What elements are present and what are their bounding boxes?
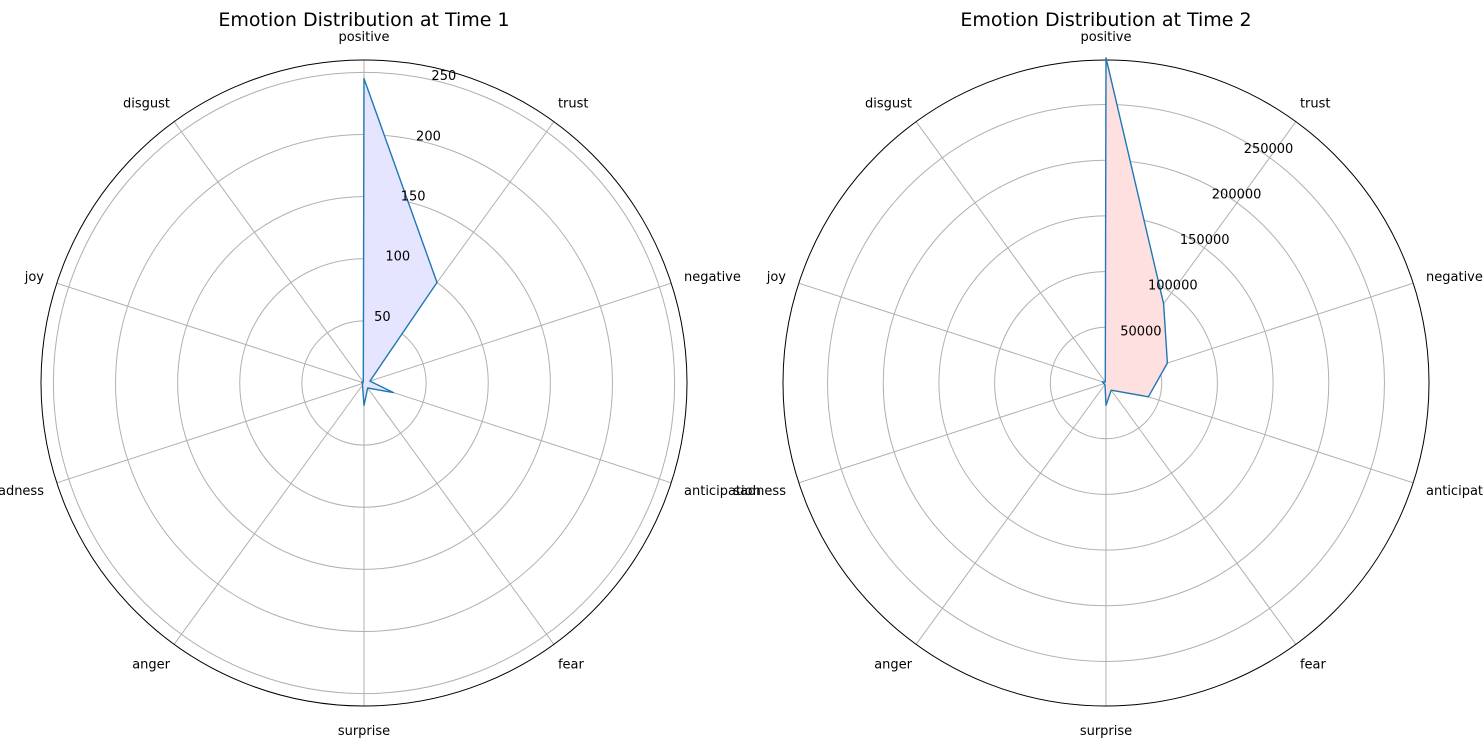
- category-label-sadness: sadness: [0, 484, 44, 499]
- polar-frame: [40, 59, 688, 707]
- grid-spoke: [173, 382, 365, 645]
- radial-tick-label: 200: [416, 129, 441, 144]
- chart-title: Emotion Distribution at Time 1: [218, 9, 509, 31]
- grid-spoke: [1105, 382, 1414, 484]
- series-line: [1101, 57, 1169, 406]
- category-label-surprise: surprise: [1080, 724, 1132, 739]
- radar-panel-time-2: 50000 100000 150000 200000 250000 positive tru…: [733, 9, 1484, 739]
- series-fill: [361, 78, 437, 406]
- grid-spoke: [915, 121, 1107, 384]
- radial-tick-label: 100: [385, 250, 410, 265]
- category-label-trust: trust: [1300, 96, 1331, 111]
- category-label-fear: fear: [558, 658, 585, 673]
- grid-spoke: [363, 382, 672, 484]
- grid-spoke: [1105, 382, 1297, 645]
- radial-tick-label: 50000: [1120, 324, 1161, 339]
- radial-tick-label: 150000: [1180, 233, 1230, 248]
- category-label-anticipation: anticipation: [684, 484, 761, 499]
- grid-spoke: [173, 121, 365, 384]
- grid-spoke: [798, 282, 1107, 384]
- category-label-positive: positive: [339, 30, 390, 45]
- chart-title: Emotion Distribution at Time 2: [960, 9, 1251, 31]
- category-label-joy: joy: [766, 270, 787, 285]
- grid-spoke: [56, 282, 365, 384]
- grid-spoke: [56, 382, 365, 484]
- category-label-sadness: sadness: [733, 484, 786, 499]
- radial-tick-label: 150: [401, 189, 426, 204]
- category-label-surprise: surprise: [338, 724, 390, 739]
- series-fill: [1102, 57, 1168, 406]
- radial-tick-label: 250000: [1244, 142, 1294, 157]
- category-label-negative: negative: [684, 270, 741, 285]
- category-label-negative: negative: [1426, 270, 1483, 285]
- grid-spoke: [363, 282, 672, 384]
- grid-spoke: [363, 382, 555, 645]
- category-label-trust: trust: [558, 96, 589, 111]
- radial-tick-label: 250: [431, 69, 456, 84]
- series-line: [360, 77, 438, 407]
- category-label-positive: positive: [1081, 30, 1132, 45]
- radial-tick-label: 200000: [1212, 187, 1262, 202]
- category-label-fear: fear: [1300, 658, 1327, 673]
- category-label-anger: anger: [874, 658, 912, 673]
- category-label-anger: anger: [132, 658, 170, 673]
- grid-spoke: [798, 382, 1107, 484]
- category-label-disgust: disgust: [865, 96, 912, 111]
- grid-spoke: [915, 382, 1107, 645]
- radar-panel-time-1: 50 100 150 200 250 positive trust negative antic…: [0, 9, 761, 739]
- radial-tick-label: 100000: [1148, 279, 1198, 294]
- radial-tick-label: 50: [374, 310, 391, 325]
- category-label-joy: joy: [24, 270, 45, 285]
- category-label-disgust: disgust: [123, 96, 170, 111]
- category-label-anticipation: anticipation: [1426, 484, 1484, 499]
